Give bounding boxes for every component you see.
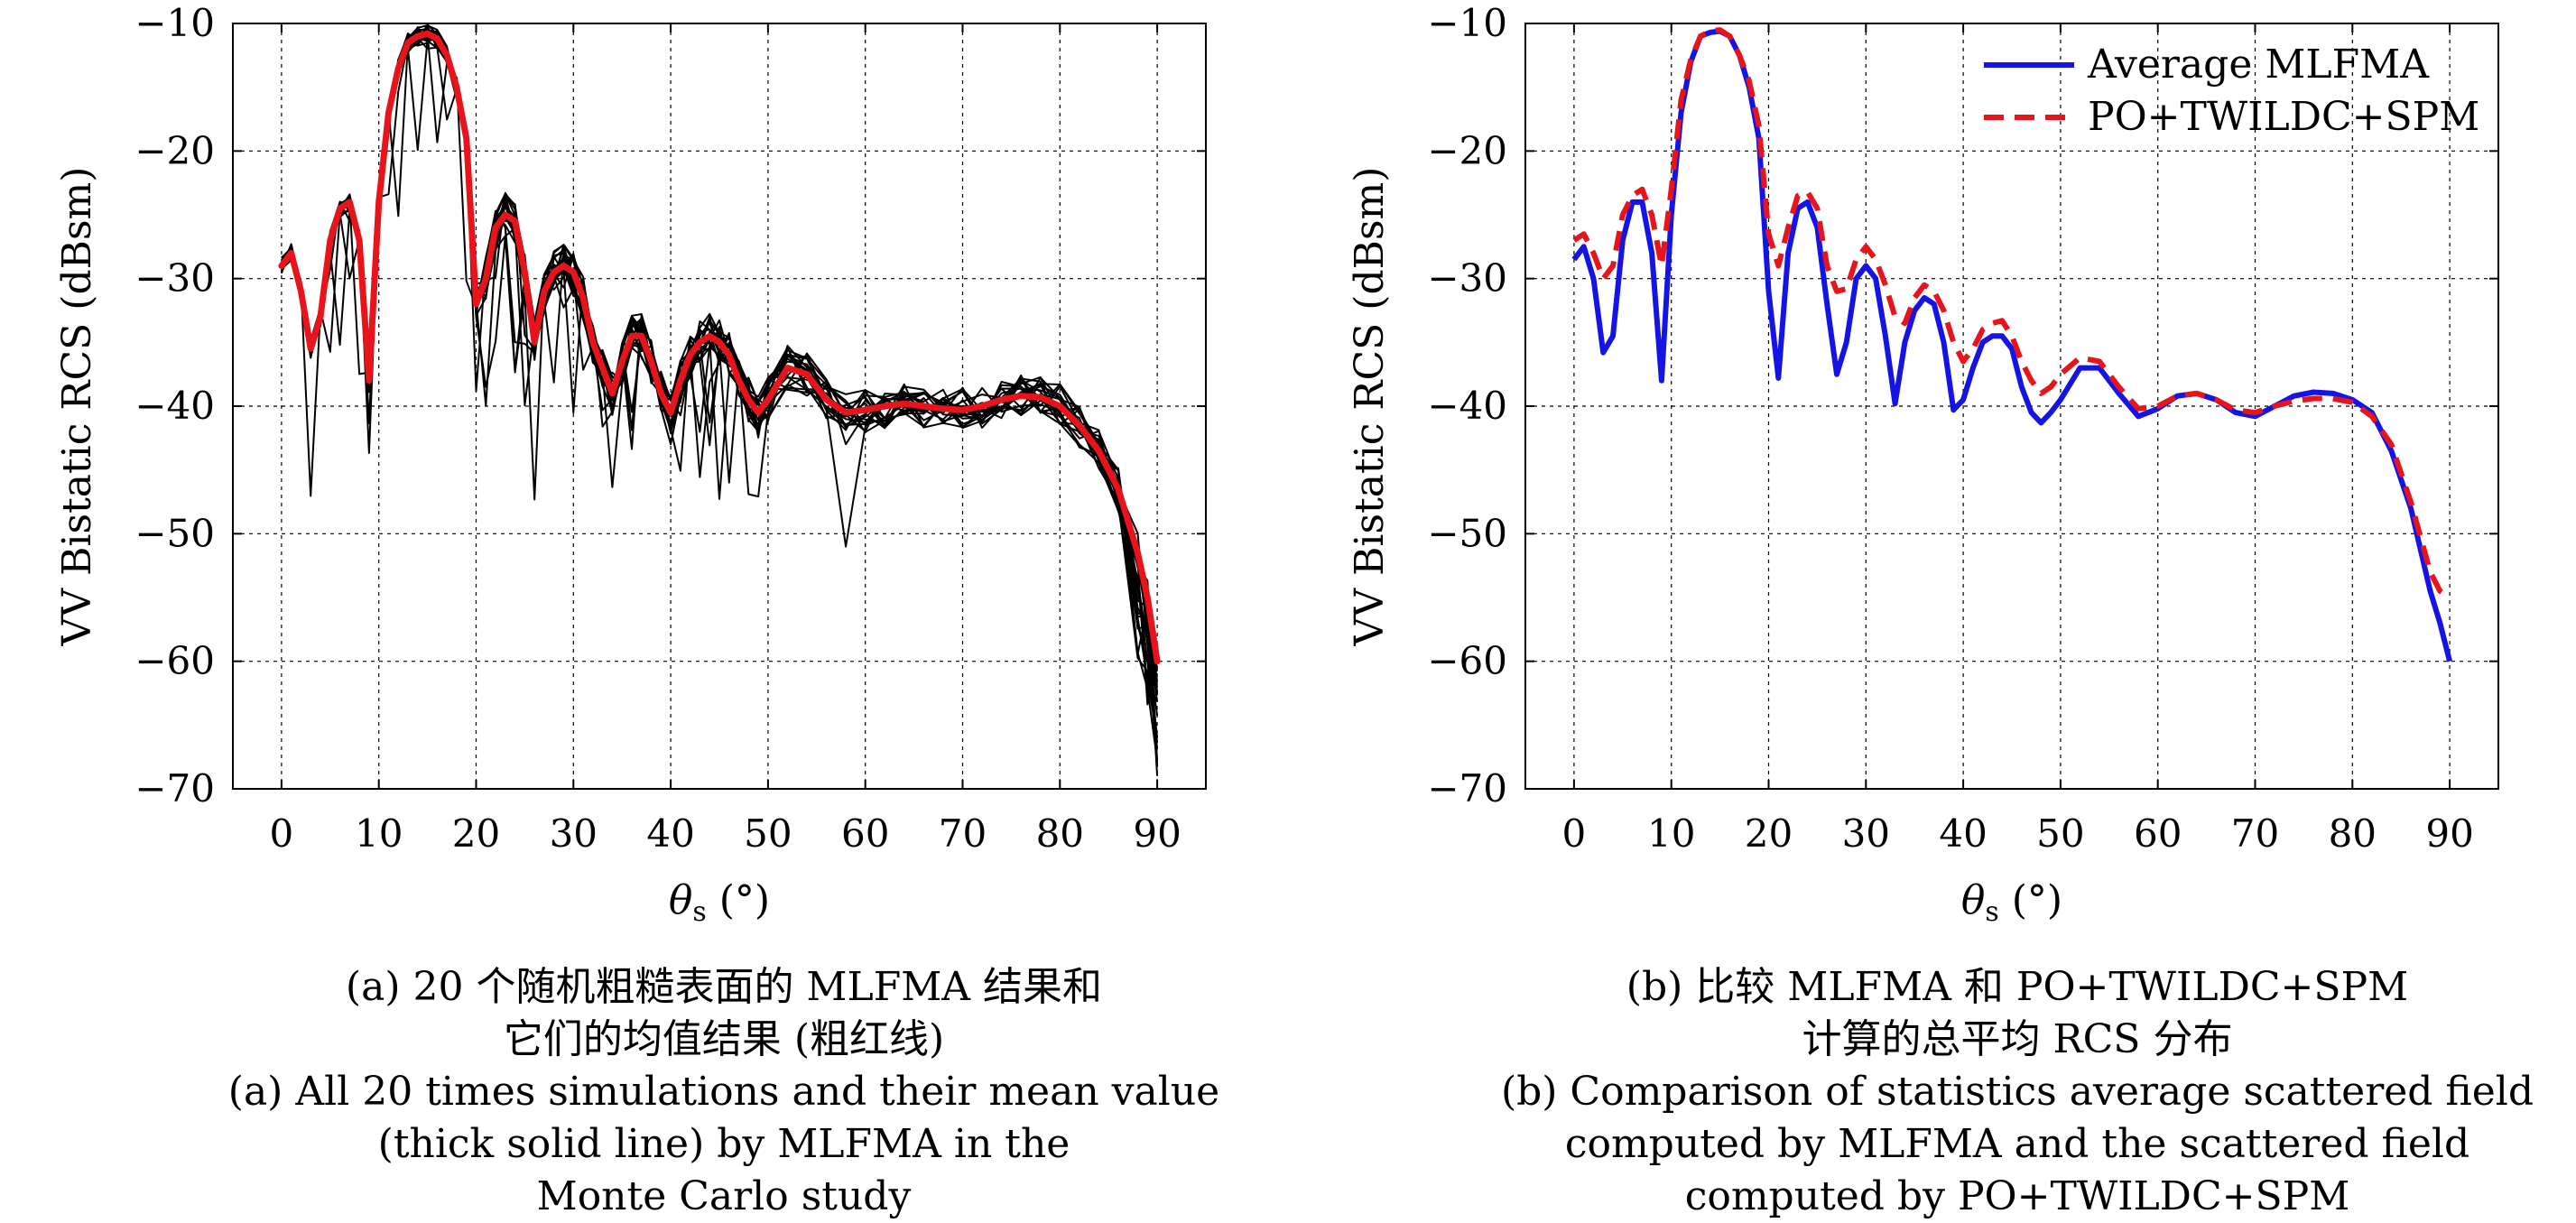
caption-a-zh-line1: (a) 20 个随机粗糙表面的 MLFMA 结果和 (345, 964, 1103, 1010)
series-line-po-twildc-spm (1572, 27, 2451, 600)
mean-series-line (278, 30, 1161, 665)
y-tick-label: −50 (134, 511, 215, 555)
caption-a: (a) 20 个随机粗糙表面的 MLFMA 结果和 它们的均值结果 (粗红线) … (137, 961, 1311, 1223)
x-tick-label: 0 (270, 811, 294, 856)
legend-label: Average MLFMA (2087, 42, 2430, 88)
y-tick-label: −60 (134, 639, 215, 683)
x-tick-label: 50 (2036, 811, 2084, 856)
x-tick-label: 70 (2231, 811, 2279, 856)
x-tick-label: 30 (550, 811, 598, 856)
plot-area (1571, 27, 2453, 662)
legend-label: PO+TWILDC+SPM (2088, 94, 2479, 140)
caption-b-en-line1: (b) Comparison of statistics average sca… (1500, 1069, 2534, 1115)
y-axis-label: VV Bistatic RCS (dBsm) (1347, 167, 1393, 647)
y-tick-label: −40 (1427, 384, 1507, 428)
x-tick-label: 70 (939, 811, 987, 856)
chart-panel-a: 0 10 20 30 40 50 60 70 80 90 −10 −20 −30 −40 −50 −60 −70… (54, 1, 1207, 928)
y-tick-label: −10 (134, 1, 215, 45)
y-tick-label: −10 (1427, 1, 1507, 45)
caption-b: (b) 比较 MLFMA 和 PO+TWILDC+SPM 计算的总平均 RCS … (1431, 961, 2576, 1223)
x-tick-label: 90 (1133, 811, 1181, 856)
x-tick-label: 0 (1562, 811, 1587, 856)
sample-series-line (280, 32, 1158, 701)
x-tick-label: 50 (744, 811, 792, 856)
x-tick-label: 10 (355, 811, 403, 856)
y-tick-label: −50 (1427, 511, 1507, 555)
y-tick-label: −30 (1427, 256, 1507, 301)
y-tick-label: −20 (134, 128, 215, 172)
y-tick-label: −60 (1427, 639, 1507, 683)
caption-b-zh-line1: (b) 比较 MLFMA 和 PO+TWILDC+SPM (1626, 964, 2409, 1010)
x-axis-label: θs (°) (669, 877, 770, 928)
caption-a-zh-line2: 它们的均值结果 (粗红线) (503, 1016, 945, 1062)
sample-series-line (281, 29, 1159, 702)
x-axis-label: θs (°) (1961, 877, 2062, 928)
caption-a-en-line2: (thick solid line) by MLFMA in the (377, 1121, 1070, 1167)
y-axis-label: VV Bistatic RCS (dBsm) (54, 167, 100, 647)
y-tick-label: −30 (134, 256, 215, 301)
sample-series-line (280, 28, 1159, 716)
x-tick-label: 60 (841, 811, 889, 856)
caption-b-zh-line2: 计算的总平均 RCS 分布 (1802, 1016, 2233, 1062)
y-tick-label: −70 (134, 766, 215, 811)
x-tick-label: 60 (2134, 811, 2182, 856)
x-tick-label: 10 (1647, 811, 1695, 856)
plot-area (278, 23, 1161, 776)
x-tick-label: 80 (1036, 811, 1084, 856)
x-tick-label: 40 (646, 811, 694, 856)
x-tick-label: 90 (2425, 811, 2473, 856)
x-tick-label: 40 (1939, 811, 1987, 856)
sample-series-line (280, 37, 1159, 761)
y-tick-label: −40 (134, 384, 215, 428)
sample-series-line (281, 32, 1159, 765)
y-tick-label: −70 (1427, 766, 1507, 811)
x-tick-label: 30 (1842, 811, 1890, 856)
x-tick-label: 20 (1745, 811, 1793, 856)
caption-a-en-line3: Monte Carlo study (536, 1173, 912, 1219)
caption-b-en-line2: computed by MLFMA and the scattered fiel… (1564, 1121, 2470, 1167)
sample-series-line (280, 32, 1159, 706)
caption-b-en-line3: computed by PO+TWILDC+SPM (1684, 1173, 2350, 1219)
caption-a-en-line1: (a) All 20 times simulations and their m… (227, 1069, 1220, 1115)
y-tick-label: −20 (1427, 128, 1507, 172)
chart-panel-b: 0 10 20 30 40 50 60 70 80 90 −10 −20 −30 −40 −50 −60 −70… (1347, 1, 2499, 928)
x-tick-label: 20 (452, 811, 500, 856)
x-tick-label: 80 (2329, 811, 2377, 856)
